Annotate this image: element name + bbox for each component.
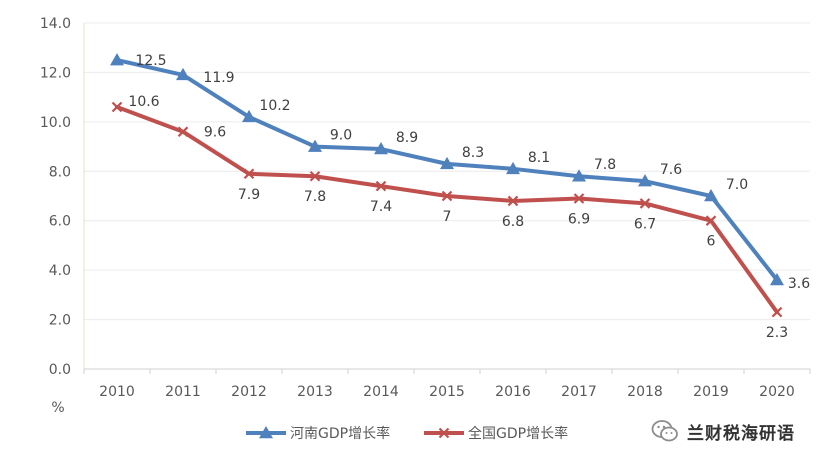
- y-tick-label: 6.0: [49, 214, 71, 230]
- data-label: 9.6: [204, 125, 226, 141]
- data-point: [111, 101, 123, 113]
- data-point: [243, 168, 255, 180]
- x-tick-label: 2011: [165, 384, 201, 400]
- data-label: 6.9: [568, 211, 590, 227]
- data-label: 9.0: [330, 128, 352, 144]
- x-tick-label: 2019: [693, 384, 729, 400]
- data-label: 7.0: [726, 177, 748, 193]
- data-label: 7.8: [594, 157, 616, 173]
- data-point: [309, 170, 321, 182]
- data-point: [177, 126, 189, 138]
- data-label: 6: [707, 234, 716, 250]
- series-group: [110, 53, 784, 318]
- y-tick-label: 2.0: [49, 313, 71, 329]
- wechat-icon: [651, 420, 678, 442]
- y-tick-label: 0.0: [49, 362, 71, 378]
- legend-label: 全国GDP增长率: [468, 425, 568, 442]
- legend-label: 河南GDP增长率: [290, 425, 390, 442]
- data-label: 7.8: [304, 189, 326, 205]
- data-label: 7: [443, 209, 452, 225]
- y-tick-label: 14.0: [40, 16, 71, 32]
- y-tick-label: 4.0: [49, 263, 71, 279]
- data-label: 8.9: [396, 130, 418, 146]
- data-point: [705, 215, 717, 226]
- gridlines: [84, 22, 810, 321]
- data-label: 6.8: [502, 214, 524, 230]
- x-tick-label: 2013: [297, 384, 333, 400]
- data-point: [507, 195, 519, 207]
- data-point: [771, 306, 783, 318]
- x-tick-label: 2010: [99, 384, 135, 400]
- y-unit-label: %: [51, 400, 64, 416]
- data-label: 3.6: [788, 276, 810, 292]
- data-point: [573, 193, 585, 204]
- data-point: [441, 190, 453, 202]
- data-point: [375, 180, 387, 192]
- data-point: [374, 142, 388, 155]
- y-tick-label: 10.0: [40, 115, 71, 131]
- data-label: 7.6: [660, 162, 682, 178]
- data-label: 8.3: [462, 145, 484, 161]
- data-point: [242, 109, 256, 123]
- data-label: 10.2: [259, 98, 290, 114]
- legend-marker: [259, 426, 273, 439]
- data-label: 6.7: [634, 216, 656, 232]
- data-labels: 12.5 11.9 10.2 9.0 8.9 8.3 8.1 7.8 7.6 7.0 3.6 10.6…: [128, 53, 810, 341]
- data-label: 7.9: [238, 187, 260, 203]
- data-label: 10.6: [128, 94, 159, 110]
- x-tick-label: 2018: [627, 384, 663, 400]
- y-tick-label: 12.0: [40, 65, 71, 81]
- axes: 0.0 2.0 4.0 6.0 8.0 10.0 12.0 14.0 2010 2011 2012 2…: [40, 16, 811, 416]
- data-label: 11.9: [203, 70, 234, 86]
- data-point: [639, 198, 651, 209]
- legend: 河南GDP增长率 全国GDP增长率: [246, 425, 568, 442]
- data-label: 7.4: [370, 199, 392, 215]
- data-point: [440, 156, 454, 170]
- data-point: [176, 67, 190, 81]
- data-point: [638, 174, 652, 187]
- data-point: [572, 169, 586, 182]
- x-tick-label: 2015: [429, 384, 465, 400]
- watermark-text: 兰财税海研语: [687, 423, 795, 444]
- x-tick-label: 2017: [561, 384, 597, 400]
- x-tick-label: 2016: [495, 384, 531, 400]
- data-point: [704, 189, 718, 202]
- data-label: 2.3: [766, 325, 788, 341]
- data-point: [770, 273, 784, 286]
- data-point: [110, 53, 124, 66]
- y-tick-label: 8.0: [49, 164, 71, 180]
- watermark: 兰财税海研语: [651, 416, 795, 446]
- data-point: [506, 161, 520, 175]
- data-label: 12.5: [135, 53, 166, 69]
- legend-marker: [438, 427, 450, 439]
- x-tick-label: 2014: [363, 384, 399, 400]
- data-label: 8.1: [528, 150, 550, 166]
- data-point: [308, 139, 322, 152]
- x-tick-label: 2012: [231, 384, 267, 400]
- x-tick-label: 2020: [759, 384, 795, 400]
